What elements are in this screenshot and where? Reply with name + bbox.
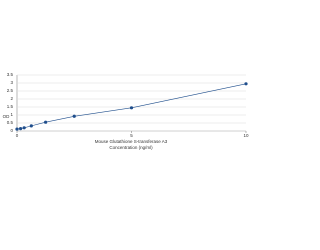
y-tick-label: 1.5 (7, 104, 14, 109)
y-tick-label: 0.5 (7, 120, 14, 125)
data-point (15, 127, 19, 131)
x-tick-label: 10 (243, 133, 249, 138)
data-point (22, 126, 26, 130)
y-tick-label: 1 (10, 112, 13, 117)
x-tick-label: 5 (130, 133, 133, 138)
y-tick-label: 2 (10, 96, 13, 101)
y-tick-label: 0 (10, 128, 13, 133)
x-axis-label: Concentration (ng/ml) (109, 145, 153, 150)
data-point (18, 127, 23, 131)
data-point (44, 120, 48, 124)
chart: OD Mouse Glutathione S-transferase A3 Co… (3, 72, 249, 150)
data-point (129, 106, 134, 110)
y-axis-label: OD (3, 114, 11, 119)
data-point (72, 114, 76, 118)
y-tick-label: 2.5 (7, 88, 14, 93)
y-tick-label: 3 (10, 80, 13, 85)
x-axis-label: Mouse Glutathione S-transferase A3 (95, 139, 168, 144)
y-tick-label: 3.5 (7, 72, 14, 77)
data-point (29, 124, 33, 128)
x-tick-label: 0 (16, 133, 19, 138)
data-point (244, 82, 248, 86)
